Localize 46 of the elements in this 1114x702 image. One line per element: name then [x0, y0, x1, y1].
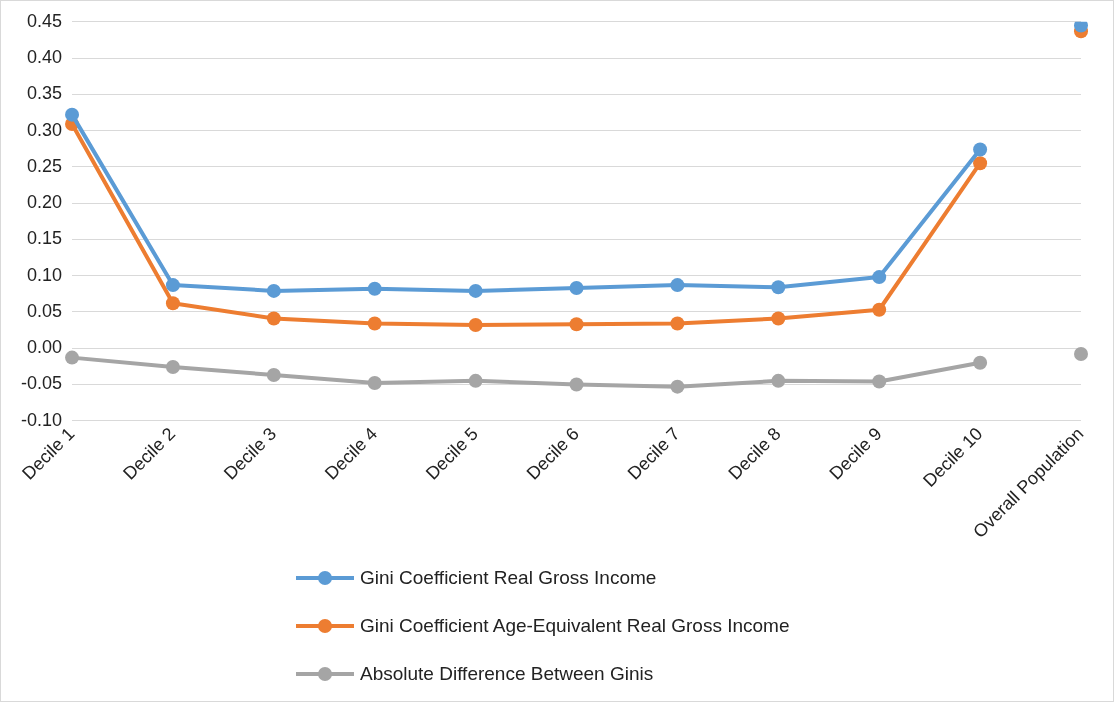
y-tick-label: 0.40	[26, 47, 63, 68]
point	[1074, 346, 1088, 361]
y-tick-label: 0.00	[26, 337, 63, 358]
point	[266, 311, 281, 326]
y-tick-label: 0.35	[26, 83, 63, 104]
point	[872, 302, 887, 317]
point	[165, 278, 180, 293]
point	[165, 360, 180, 375]
point	[973, 355, 988, 370]
point	[1074, 21, 1088, 33]
y-tick-label: 0.10	[26, 264, 63, 285]
point	[670, 278, 685, 293]
point	[771, 373, 786, 388]
point	[468, 373, 483, 388]
point	[973, 142, 988, 157]
legend-label: Gini Coefficient Real Gross Income	[360, 567, 657, 589]
point	[367, 316, 382, 331]
point	[569, 280, 584, 295]
point	[670, 316, 685, 331]
point	[367, 281, 382, 296]
point	[65, 107, 80, 122]
point	[266, 283, 281, 298]
y-tick-label: 0.30	[26, 119, 63, 140]
point	[872, 374, 887, 389]
y-tick-label: 0.20	[26, 192, 63, 213]
legend-label: Absolute Difference Between Ginis	[360, 663, 654, 685]
point	[973, 156, 988, 171]
point	[872, 270, 887, 285]
y-tick-label: 0.15	[26, 228, 63, 249]
y-tick-label: -0.10	[21, 409, 63, 430]
point	[569, 377, 584, 392]
point	[468, 283, 483, 298]
y-tick-label: 0.45	[26, 10, 63, 31]
point	[367, 376, 382, 391]
point	[771, 311, 786, 326]
legend-label: Gini Coefficient Age-Equivalent Real Gross Income	[360, 615, 790, 637]
point	[65, 350, 80, 365]
y-tick-label: 0.05	[26, 300, 63, 321]
point	[266, 368, 281, 383]
point	[165, 296, 180, 311]
point	[569, 317, 584, 332]
point	[771, 280, 786, 295]
point	[468, 317, 483, 332]
point	[670, 379, 685, 394]
y-tick-label: 0.25	[26, 155, 63, 176]
y-tick-label: -0.05	[21, 373, 63, 394]
